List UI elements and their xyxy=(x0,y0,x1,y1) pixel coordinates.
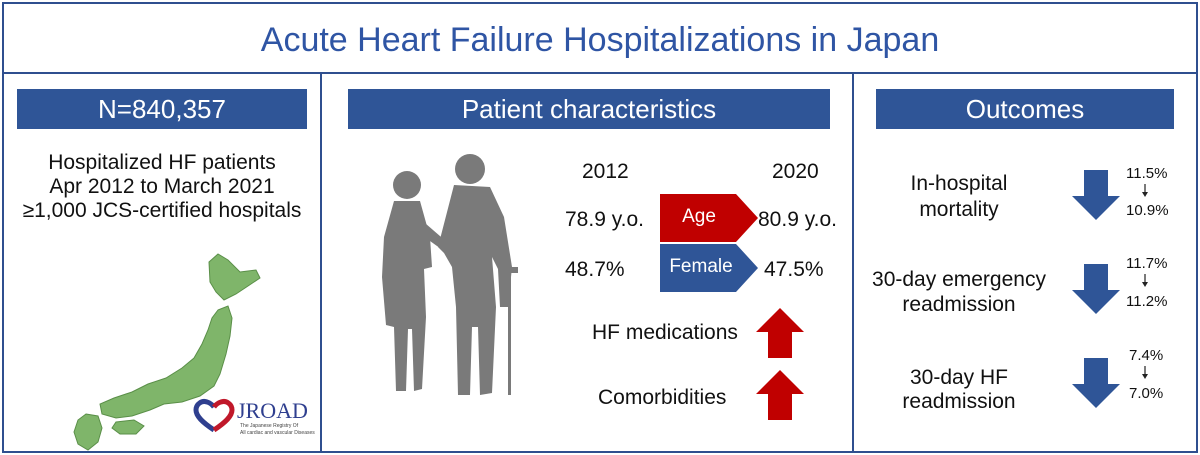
outcome-3-to: 7.0% xyxy=(1129,385,1164,402)
outcome-1-line-2: mortality xyxy=(919,198,999,221)
outcome-3-line-2: readmission xyxy=(902,390,1016,413)
jroad-logo-sub1: The Japanese Registry Of xyxy=(240,423,299,429)
outcome-3-from: 7.4% xyxy=(1129,347,1164,364)
cohort-line-1: Hospitalized HF patients xyxy=(48,151,276,174)
female-start-value: 48.7% xyxy=(565,258,625,281)
outcome-2-down-arrow-icon xyxy=(1072,264,1120,314)
jroad-logo-text: JROAD xyxy=(237,398,308,423)
comorbidities-label: Comorbidities xyxy=(598,386,727,409)
outcome-1-small-down-icon xyxy=(1142,184,1148,197)
title-banner: Acute Heart Failure Hospitalizations in … xyxy=(2,2,1198,74)
comorbidities-up-arrow-icon xyxy=(756,370,804,420)
outcome-2-small-down-icon xyxy=(1142,274,1148,287)
cohort-panel: N=840,357 Hospitalized HF patients Apr 2… xyxy=(2,72,322,453)
japan-map-icon xyxy=(73,253,261,451)
female-arrow-tag xyxy=(660,244,758,292)
outcome-2-from: 11.7% xyxy=(1126,255,1168,272)
page-title: Acute Heart Failure Hospitalizations in … xyxy=(260,21,940,59)
outcome-2-to: 11.2% xyxy=(1126,293,1168,310)
age-arrow-tag xyxy=(660,194,758,242)
age-label: Age xyxy=(682,206,716,227)
outcomes-header: Outcomes xyxy=(876,89,1174,129)
outcome-3-small-down-icon xyxy=(1142,366,1148,379)
outcomes-panel: Outcomes In-hospital mortality 11.5% 10.… xyxy=(852,72,1198,453)
jroad-logo-sub2: All cardiac and vascular Diseases xyxy=(240,430,315,436)
characteristics-header: Patient characteristics xyxy=(348,89,830,129)
hf-medications-label: HF medications xyxy=(592,321,738,344)
outcome-3-down-arrow-icon xyxy=(1072,358,1120,408)
year-start: 2012 xyxy=(582,160,629,183)
outcome-2-line-2: readmission xyxy=(902,293,1016,316)
outcome-2-line-1: 30-day emergency xyxy=(872,268,1046,291)
age-end-value: 80.9 y.o. xyxy=(758,208,837,231)
cohort-line-3: ≥1,000 JCS-certified hospitals xyxy=(22,199,302,222)
cohort-header: N=840,357 xyxy=(17,89,307,129)
outcome-1-down-arrow-icon xyxy=(1072,170,1120,220)
age-start-value: 78.9 y.o. xyxy=(565,208,644,231)
year-end: 2020 xyxy=(772,160,819,183)
outcome-1-to: 10.9% xyxy=(1126,202,1169,219)
outcome-1-from: 11.5% xyxy=(1126,165,1168,182)
female-label: Female xyxy=(669,256,733,277)
outcome-1-line-1: In-hospital xyxy=(910,172,1008,195)
elderly-couple-silhouette-icon xyxy=(382,154,518,395)
hf-medications-up-arrow-icon xyxy=(756,308,804,358)
cohort-line-2: Apr 2012 to March 2021 xyxy=(49,175,275,198)
female-end-value: 47.5% xyxy=(764,258,824,281)
outcome-3-line-1: 30-day HF xyxy=(909,366,1009,389)
jroad-logo-icon xyxy=(193,399,235,433)
characteristics-panel: Patient characteristics 2012 2020 78.9 y… xyxy=(320,72,854,453)
